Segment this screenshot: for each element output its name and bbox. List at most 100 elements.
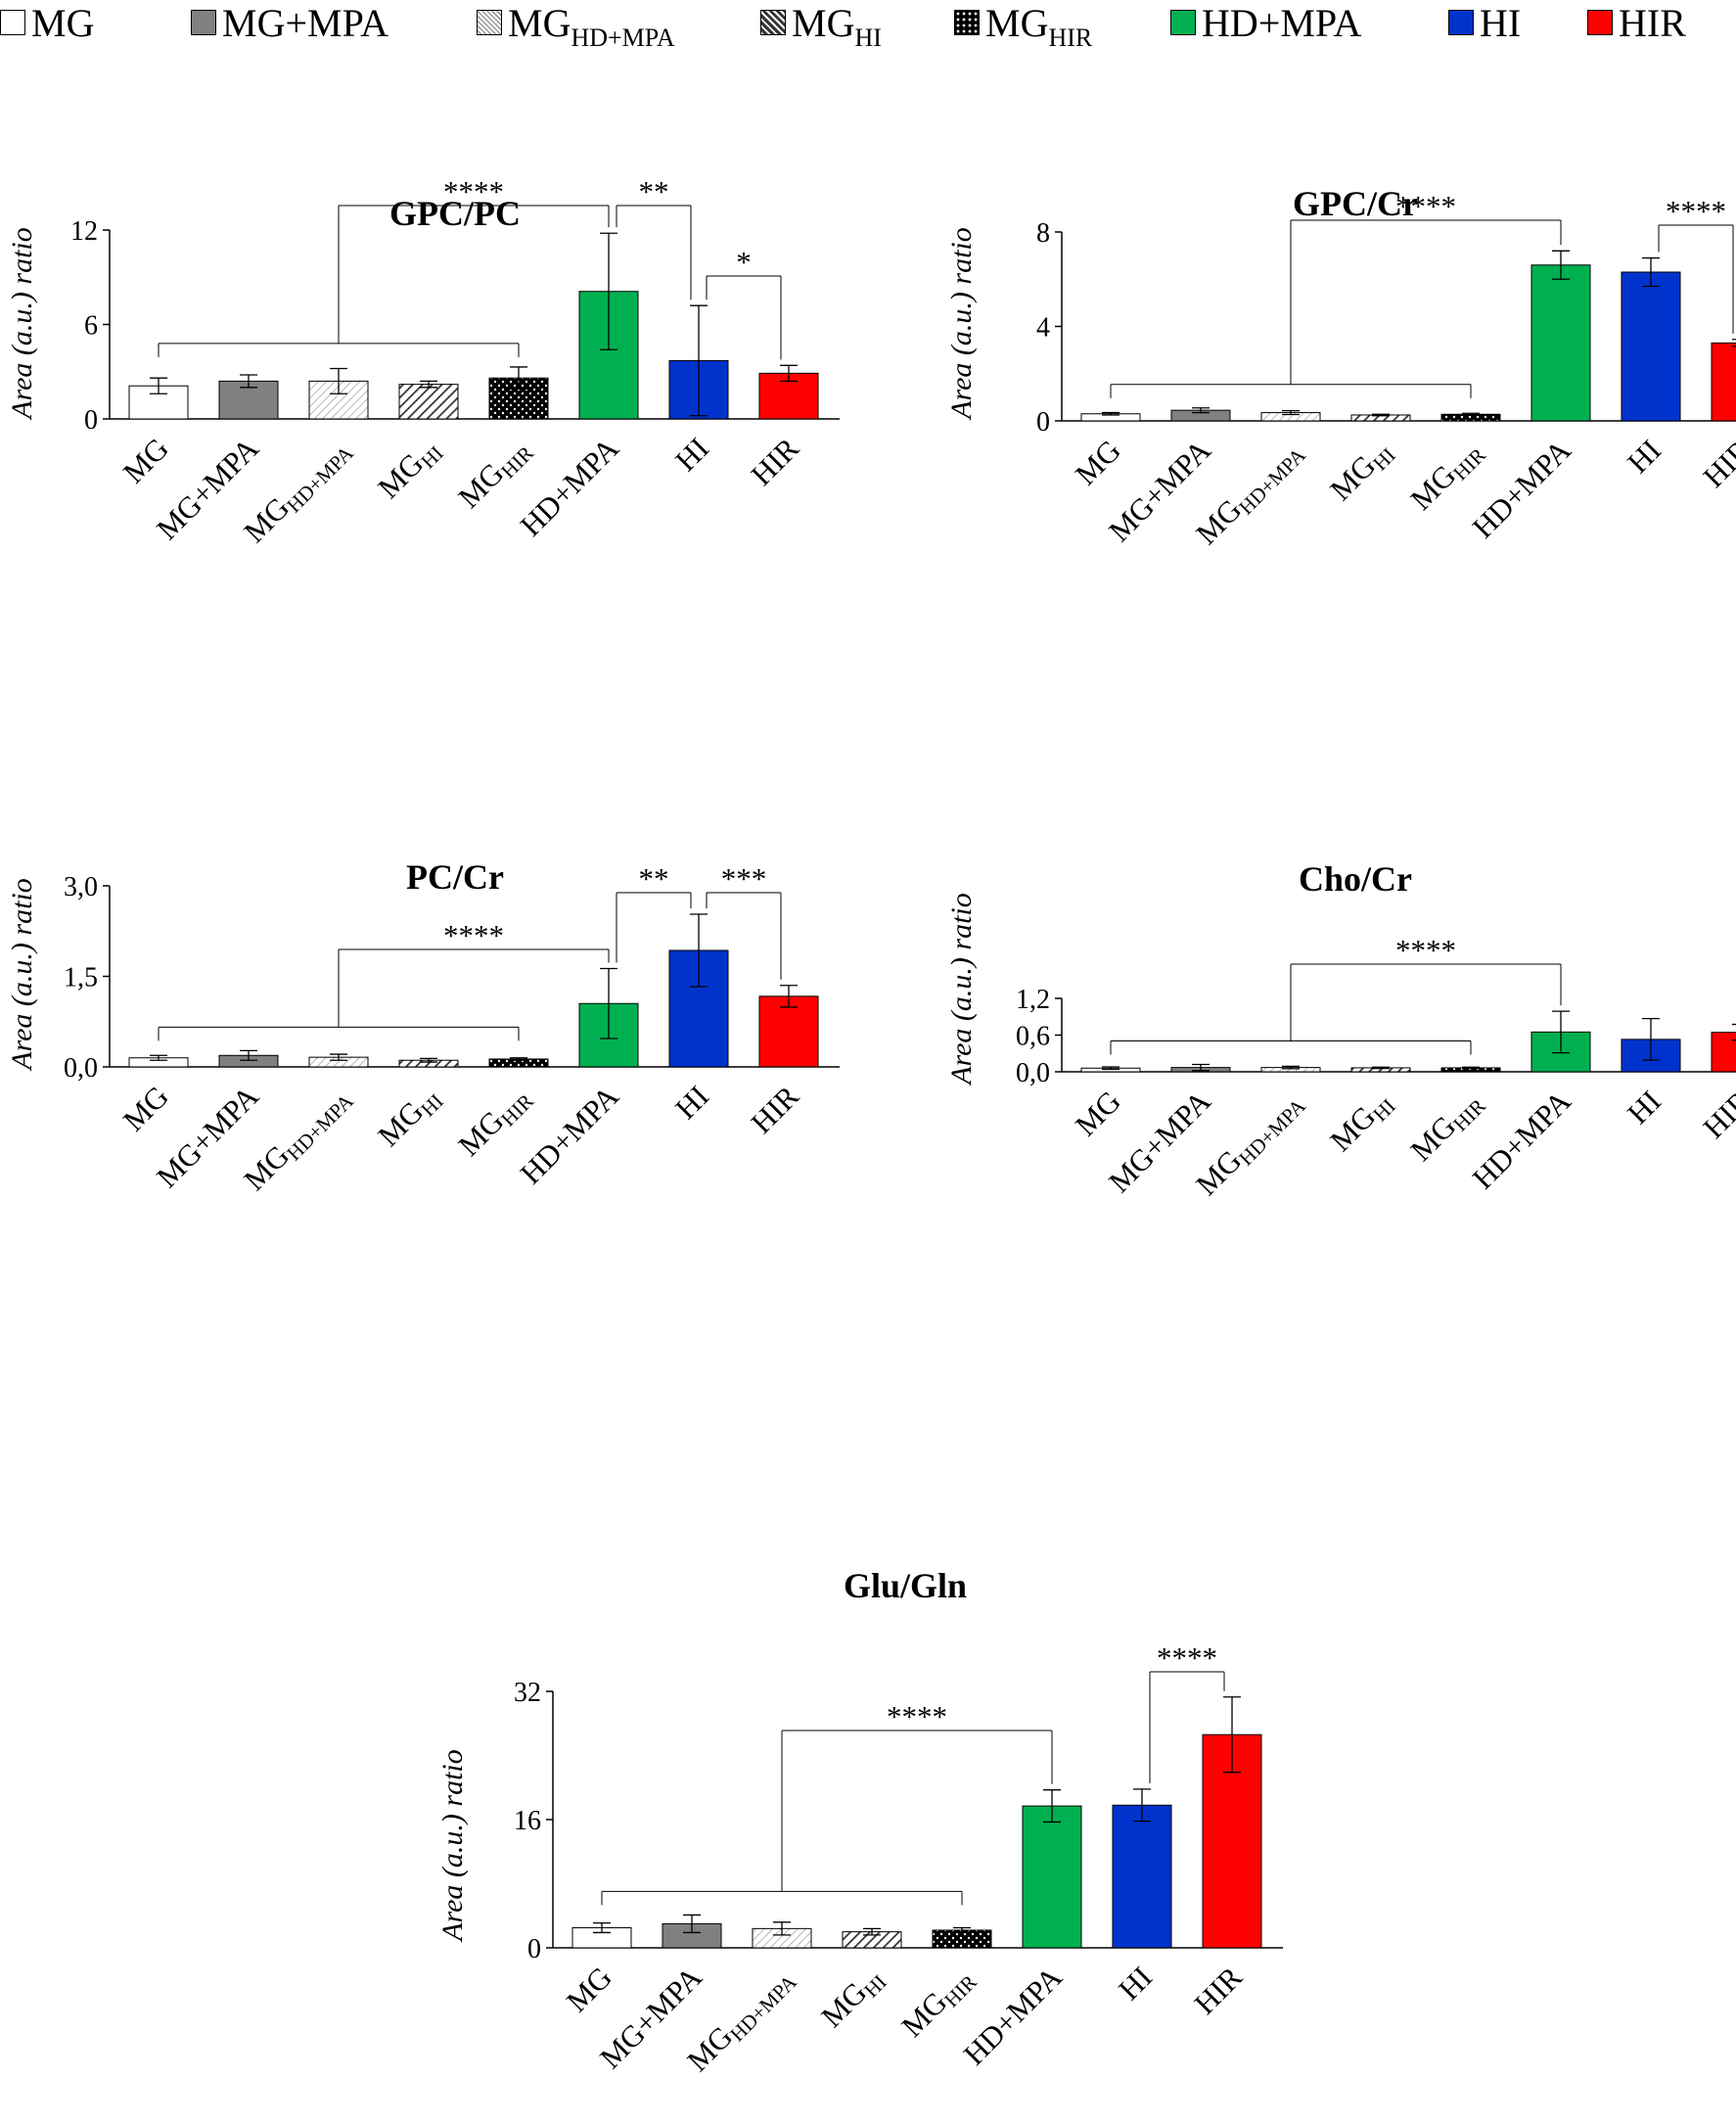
x-tick-label-mg: MG xyxy=(116,1079,175,1137)
significance-bracket xyxy=(1658,224,1734,334)
error-bar-mg-hd-mpa xyxy=(773,1921,791,1936)
x-tick-label-hi: HI xyxy=(1112,1960,1159,2007)
error-bar-mg-hir xyxy=(1462,1066,1480,1070)
error-bar-hir xyxy=(1732,1023,1736,1041)
significance-label: **** xyxy=(443,174,504,208)
error-bar-mg xyxy=(1102,1066,1119,1071)
y-tick-label: 0,0 xyxy=(1016,1058,1050,1088)
chart-title-cho-cr: Cho/Cr xyxy=(1299,859,1412,899)
x-tick-label-hir: HIR xyxy=(744,1079,805,1140)
x-tick-label-mg-hi: MGHI xyxy=(814,1960,891,2037)
chart-glu-gln: Glu/Gln Area (a.u.) ratio 0 16 32 MG MG+MPA MGH… xyxy=(431,1556,1311,2124)
chart-pc-cr: PC/Cr Area (a.u.) ratio 0,0 1,5 3,0 MG MG+MPA M… xyxy=(0,852,842,1458)
y-tick-label: 1,5 xyxy=(64,963,98,993)
chart-gpc-pc: GPC/PC Area (a.u.) ratio 0 6 12 MG MG+MPA MGHD+… xyxy=(0,174,842,803)
x-tick-label-hi: HI xyxy=(668,431,715,478)
bar-mg-hi xyxy=(398,384,459,420)
x-tick-label-hd-mpa: HD+MPA xyxy=(1466,1084,1578,1196)
bar-hd-mpa xyxy=(1530,264,1591,422)
significance-label: ** xyxy=(639,174,669,208)
y-tick-label: 0,6 xyxy=(1016,1022,1050,1052)
x-tick-label-mg-hi: MGHI xyxy=(371,431,448,508)
chart-cho-cr: Cho/Cr Area (a.u.) ratio 0,0 0,6 1,2 MG MG+MPA… xyxy=(900,852,1736,1458)
error-bar-mg xyxy=(150,377,167,394)
legend-swatch-mg-hi xyxy=(760,10,786,35)
x-tick-label-mg-hir: MGHIR xyxy=(894,1960,981,2046)
significance-label: *** xyxy=(721,861,767,896)
x-tick-label-mg-hir: MGHIR xyxy=(1403,433,1489,519)
error-bar-mg-mpa xyxy=(683,1914,701,1934)
error-bar-hd-mpa xyxy=(1043,1789,1061,1824)
chart-title-glu-gln: Glu/Gln xyxy=(844,1566,967,1605)
error-bar-mg-hi xyxy=(863,1927,881,1936)
x-tick-label-hd-mpa: HD+MPA xyxy=(514,431,626,543)
significance-label: **** xyxy=(1666,194,1726,228)
x-tick-label-hir: HIR xyxy=(1696,1084,1736,1145)
error-bar-mg-hi xyxy=(1372,1066,1390,1070)
x-tick-label-mg: MG xyxy=(116,431,175,489)
y-tick-label: 0 xyxy=(527,1934,541,1964)
error-bar-mg-hd-mpa xyxy=(330,367,347,394)
legend-label-hi: HI xyxy=(1480,1,1522,45)
error-bar-mg-hd-mpa xyxy=(1282,1065,1300,1070)
significance-bracket xyxy=(706,275,782,360)
legend-label-mg-hi: MGHI xyxy=(792,1,882,53)
significance-bracket xyxy=(706,892,782,980)
chart-gpc-cr: GPC/Cr Area (a.u.) ratio 0 4 8 MG MG+MPA MGHD+M… xyxy=(900,176,1736,803)
y-axis-label-gpc-pc: Area (a.u.) ratio xyxy=(6,227,38,421)
error-bar-hd-mpa xyxy=(600,967,617,1039)
error-bar-hir xyxy=(780,364,798,383)
error-bar-hi xyxy=(690,913,708,988)
error-bar-mg xyxy=(593,1921,611,1934)
error-bar-mg xyxy=(1102,411,1119,416)
y-axis-label-glu-gln: Area (a.u.) ratio xyxy=(436,1749,469,1943)
y-tick-label: 0,0 xyxy=(64,1053,98,1084)
y-tick-label: 6 xyxy=(84,311,98,342)
x-tick-label-hi: HI xyxy=(1621,1084,1667,1131)
error-bar-mg-hd-mpa xyxy=(1282,409,1300,416)
error-bar-mg-hir xyxy=(510,366,527,391)
legend-swatch-hi xyxy=(1448,10,1474,35)
error-bar-mg-hi xyxy=(420,1057,437,1063)
x-tick-label-mg: MG xyxy=(1069,1084,1127,1142)
legend-label-mg-hd-mpa: MGHD+MPA xyxy=(508,1,675,53)
error-bar-hi xyxy=(690,304,708,417)
legend-label-mg-hir: MGHIR xyxy=(985,1,1093,53)
error-bar-mg-hir xyxy=(953,1926,971,1934)
error-bar-hd-mpa xyxy=(1552,250,1570,280)
significance-bracket xyxy=(1149,1671,1225,1783)
legend-label-mg-mpa: MG+MPA xyxy=(222,1,389,45)
y-tick-label: 32 xyxy=(514,1678,541,1708)
y-tick-label: 0 xyxy=(1036,407,1050,438)
x-tick-label-hd-mpa: HD+MPA xyxy=(514,1079,626,1191)
error-bar-hi xyxy=(1642,1017,1660,1061)
x-tick-label-hi: HI xyxy=(1621,433,1667,480)
significance-label: **** xyxy=(443,918,504,952)
chart-title-gpc-pc: GPC/PC xyxy=(389,194,521,233)
bar-hi xyxy=(1621,271,1681,422)
y-tick-label: 3,0 xyxy=(64,872,98,902)
chart-title-gpc-cr: GPC/Cr xyxy=(1293,184,1418,223)
error-bar-mg-hir xyxy=(510,1057,527,1061)
legend-label-hir: HIR xyxy=(1619,1,1686,45)
y-tick-label: 12 xyxy=(70,216,98,247)
error-bar-mg-mpa xyxy=(240,374,257,389)
x-tick-label-hir: HIR xyxy=(1187,1960,1249,2021)
legend-label-hd-mpa: HD+MPA xyxy=(1202,1,1362,45)
x-tick-label-mg: MG xyxy=(1069,433,1127,491)
y-axis-label-gpc-cr: Area (a.u.) ratio xyxy=(945,227,978,421)
x-tick-label-mg-hir: MGHIR xyxy=(451,431,537,517)
significance-bracket xyxy=(158,948,610,1041)
significance-bracket xyxy=(1110,963,1562,1055)
y-tick-label: 16 xyxy=(514,1806,541,1836)
legend-swatch-hd-mpa xyxy=(1170,10,1196,35)
x-tick-label-mg-hir: MGHIR xyxy=(451,1079,537,1165)
bar-hd-mpa xyxy=(1022,1805,1082,1949)
error-bar-mg xyxy=(150,1054,167,1061)
x-tick-label-mg-hir: MGHIR xyxy=(1403,1084,1489,1170)
